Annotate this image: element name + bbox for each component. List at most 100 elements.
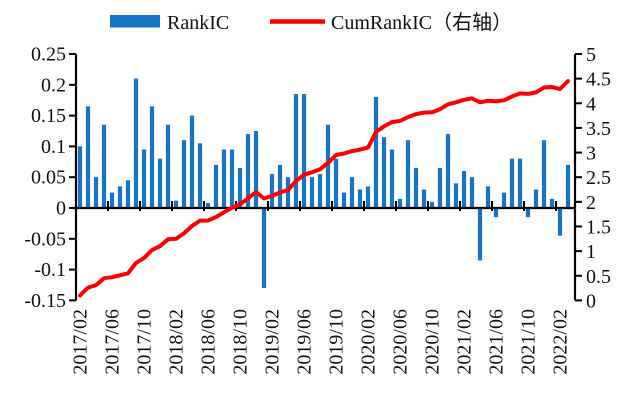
rankic-bar xyxy=(357,189,363,208)
rankic-bar xyxy=(373,97,379,208)
rankic-bar xyxy=(269,174,275,208)
rankic-bar xyxy=(525,208,531,218)
rankic-bar xyxy=(277,164,283,208)
left-axis-tick-label: 0.05 xyxy=(31,167,66,189)
rankic-bar xyxy=(301,94,307,208)
rankic-bar xyxy=(349,177,355,208)
rankic-bar xyxy=(493,208,499,218)
rankic-bar xyxy=(565,164,571,208)
x-axis-tick-label: 2017/06 xyxy=(102,309,124,375)
x-axis-tick-label: 2017/02 xyxy=(70,309,92,375)
right-axis-tick-label: 1 xyxy=(586,241,596,263)
left-axis-tick-label: 0 xyxy=(56,198,66,220)
rankic-bar xyxy=(173,200,179,208)
x-axis-tick-label: 2020/06 xyxy=(390,309,412,375)
x-axis-tick-label: 2019/02 xyxy=(262,309,284,375)
rankic-bar xyxy=(381,137,387,208)
rankic-bar xyxy=(189,115,195,208)
left-axis-tick-label: 0.2 xyxy=(41,74,66,96)
x-axis-tick-label: 2021/02 xyxy=(454,309,476,375)
cumrankic-line xyxy=(78,79,570,298)
right-axis-tick-label: 1.5 xyxy=(586,216,611,238)
rankic-bar xyxy=(485,186,491,208)
rankic-bar xyxy=(101,124,107,208)
rankic-bar xyxy=(197,143,203,208)
x-axis-tick-label: 2017/10 xyxy=(134,309,156,375)
rankic-bar xyxy=(93,177,99,208)
x-axis-tick-label: 2019/10 xyxy=(326,309,348,375)
x-axis-tick-label: 2020/02 xyxy=(358,309,380,375)
rankic-bar xyxy=(213,164,219,208)
rankic-bar xyxy=(125,180,131,208)
rankic-bar xyxy=(437,168,443,208)
rankic-bar xyxy=(317,174,323,208)
right-axis-tick-label: 4 xyxy=(586,93,596,115)
rankic-bar xyxy=(461,171,467,208)
right-axis-tick-label: 3 xyxy=(586,143,596,165)
rankic-bar xyxy=(397,198,403,208)
legend-bar-label: RankIC xyxy=(167,12,229,34)
rankic-bar xyxy=(557,208,563,236)
left-axis-tick-label: 0.1 xyxy=(41,136,66,158)
rankic-bar xyxy=(285,177,291,208)
right-axis-tick-label: 5 xyxy=(586,44,596,66)
bar-series-swatch-icon xyxy=(110,15,160,28)
left-axis-tick-label: -0.1 xyxy=(34,259,66,281)
x-axis-tick-label: 2021/06 xyxy=(486,309,508,375)
rankic-bar xyxy=(157,158,163,208)
rankic-bar xyxy=(253,131,259,208)
rankic-bar xyxy=(77,146,83,208)
x-axis-tick-label: 2018/10 xyxy=(230,309,252,375)
right-axis-tick-label: 2 xyxy=(586,192,596,214)
x-axis-tick-label: 2020/10 xyxy=(422,309,444,375)
right-axis-tick-label: 2.5 xyxy=(586,167,611,189)
rankic-bar xyxy=(341,192,347,208)
rankic-bar xyxy=(365,186,371,208)
rankic-bar xyxy=(309,177,315,208)
rankic-bar xyxy=(541,140,547,208)
left-axis-tick-label: 0.25 xyxy=(31,44,66,66)
rankic-bar xyxy=(469,177,475,208)
rankic-bar xyxy=(333,158,339,208)
rankic-bar xyxy=(133,78,139,208)
plot-area: 0.25 0.2 0.15 0.1 0.05 0 -0.05 -0.1 -0.15 5 4.54 3.… xyxy=(24,44,611,375)
rankic-bar xyxy=(205,203,211,208)
legend-line-label: CumRankIC（右轴） xyxy=(331,11,512,34)
rankic-bar xyxy=(141,149,147,208)
rankic-bar xyxy=(501,192,507,208)
legend: RankIC CumRankIC（右轴） xyxy=(110,11,512,34)
x-axis-tick-label: 2018/02 xyxy=(166,309,188,375)
rankic-bar xyxy=(181,140,187,208)
right-axis-tick-label: 0.5 xyxy=(586,266,611,288)
right-axis-tick-label: 3.5 xyxy=(586,118,611,140)
rankic-bar xyxy=(453,183,459,208)
left-axis-tick-label: 0.15 xyxy=(31,105,66,127)
rankic-bar xyxy=(165,124,171,208)
rankic-bar xyxy=(221,149,227,208)
rankic-bar xyxy=(117,186,123,208)
rankic-bar xyxy=(229,149,235,208)
rankic-bar xyxy=(549,198,555,208)
rankic-bar xyxy=(445,134,451,208)
x-axis-tick-label: 2022/02 xyxy=(550,309,572,375)
rankic-bar xyxy=(413,168,419,208)
rankic-bar xyxy=(245,134,251,208)
right-axis-tick-label: 0 xyxy=(586,290,596,312)
rankic-bar xyxy=(533,189,539,208)
left-axis-tick-label: -0.05 xyxy=(24,228,66,250)
x-axis-tick-label: 2018/06 xyxy=(198,309,220,375)
rankic-bar xyxy=(389,149,395,208)
rankic-bar xyxy=(405,140,411,208)
rankic-bar xyxy=(477,208,483,261)
rankic-bar xyxy=(109,192,115,208)
rankic-bar xyxy=(261,208,267,289)
rankic-bar xyxy=(237,168,243,208)
rankic-bar xyxy=(85,106,91,208)
rankic-bar xyxy=(509,158,515,208)
x-axis-tick-label: 2021/10 xyxy=(518,309,540,375)
rankic-bar xyxy=(517,158,523,208)
x-axis-tick-label: 2019/06 xyxy=(294,309,316,375)
left-axis-tick-label: -0.15 xyxy=(24,290,66,312)
